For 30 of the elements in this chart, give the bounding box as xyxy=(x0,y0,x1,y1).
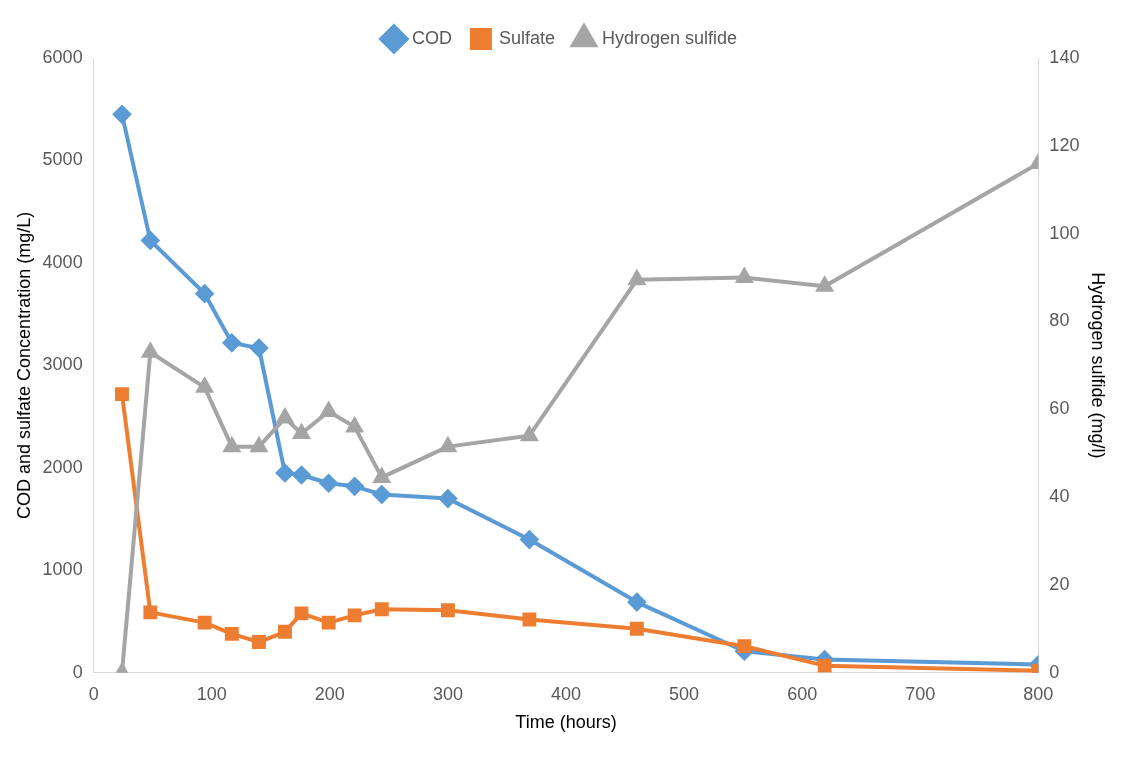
x-tick-label: 500 xyxy=(669,683,700,704)
y-tick-label: 4000 xyxy=(42,251,83,272)
y-tick-label: 5000 xyxy=(42,149,83,170)
x-tick-label: 100 xyxy=(196,683,227,704)
y-tick-label: 2000 xyxy=(42,456,83,477)
y2-tick-label: 0 xyxy=(1049,661,1060,682)
y2-axis-title: Hydrogen sulfide (mg/l) xyxy=(1088,272,1109,459)
y2-tick-label: 80 xyxy=(1049,310,1070,331)
y-tick-label: 1000 xyxy=(42,559,83,580)
y-tick-label: 6000 xyxy=(42,46,83,67)
y-tick-label: 0 xyxy=(72,661,83,682)
y2-tick-label: 40 xyxy=(1049,486,1070,507)
y2-tick-label: 20 xyxy=(1049,573,1070,594)
y-axis-title: COD and sulfate Concentration (mg/L) xyxy=(13,211,34,519)
x-tick-label: 0 xyxy=(88,683,99,704)
y2-tick-label: 100 xyxy=(1049,222,1080,243)
legend-label: COD xyxy=(411,27,452,48)
x-tick-label: 200 xyxy=(314,683,345,704)
x-tick-label: 300 xyxy=(432,683,463,704)
y2-tick-label: 60 xyxy=(1049,398,1070,419)
y-tick-label: 3000 xyxy=(42,354,83,375)
legend-label: Hydrogen sulfide xyxy=(601,27,738,48)
y2-tick-label: 120 xyxy=(1049,134,1080,155)
legend-label: Sulfate xyxy=(498,27,555,48)
x-tick-label: 800 xyxy=(1023,683,1054,704)
x-tick-label: 600 xyxy=(787,683,818,704)
y2-tick-label: 140 xyxy=(1049,46,1080,67)
x-tick-label: 400 xyxy=(550,683,582,704)
x-axis-title: Time (hours) xyxy=(515,712,617,733)
x-tick-label: 700 xyxy=(905,683,936,704)
